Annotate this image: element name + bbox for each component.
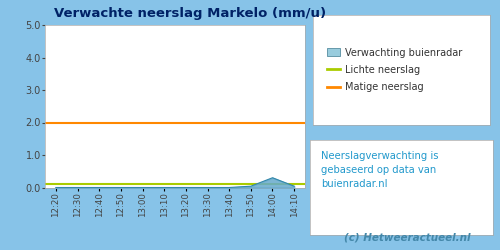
Legend: Verwachting buienradar, Lichte neerslag, Matige neerslag: Verwachting buienradar, Lichte neerslag,… xyxy=(321,42,468,98)
Text: Verwachte neerslag Markelo (mm/u): Verwachte neerslag Markelo (mm/u) xyxy=(54,8,326,20)
Text: (c) Hetweeractueel.nl: (c) Hetweeractueel.nl xyxy=(344,232,471,242)
Text: Neerslagverwachting is
gebaseerd op data van
buienradar.nl: Neerslagverwachting is gebaseerd op data… xyxy=(321,152,438,190)
